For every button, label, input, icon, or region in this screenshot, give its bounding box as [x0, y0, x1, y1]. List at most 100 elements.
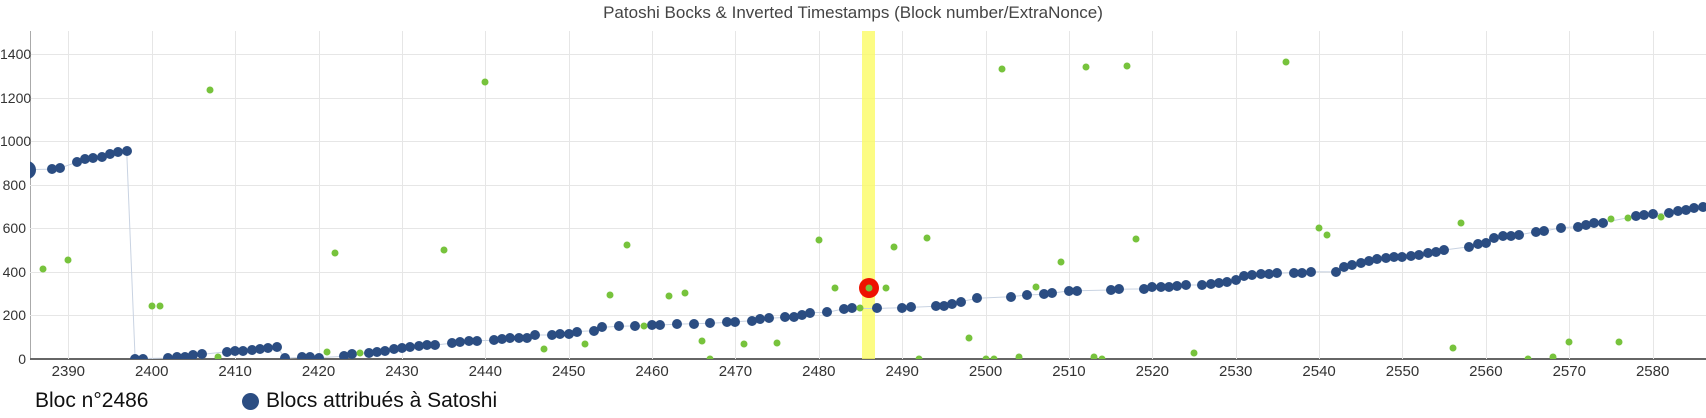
satoshi-block-point[interactable] — [1347, 259, 1358, 270]
satoshi-block-point[interactable] — [1530, 226, 1541, 237]
inverted-timestamp-point[interactable] — [356, 349, 364, 357]
satoshi-block-point[interactable] — [763, 313, 774, 324]
inverted-timestamp-point[interactable] — [156, 302, 164, 310]
inverted-timestamp-point[interactable] — [606, 291, 614, 299]
inverted-timestamp-point[interactable] — [640, 322, 648, 330]
inverted-timestamp-point[interactable] — [1190, 349, 1198, 357]
satoshi-block-point[interactable] — [1630, 211, 1641, 222]
satoshi-block-point[interactable] — [246, 345, 257, 356]
satoshi-block-point[interactable] — [305, 352, 316, 359]
inverted-timestamp-point[interactable] — [206, 86, 214, 94]
satoshi-block-point[interactable] — [1555, 222, 1566, 233]
satoshi-block-point[interactable] — [972, 293, 983, 304]
satoshi-block-point[interactable] — [280, 353, 291, 359]
inverted-timestamp-point[interactable] — [665, 292, 673, 300]
satoshi-block-point[interactable] — [1005, 291, 1016, 302]
legend-item-satoshi-blocks[interactable]: Blocs attribués à Satoshi — [242, 389, 497, 413]
satoshi-block-point[interactable] — [1155, 281, 1166, 292]
satoshi-block-point[interactable] — [363, 347, 374, 358]
satoshi-block-point[interactable] — [1389, 252, 1400, 263]
inverted-timestamp-point[interactable] — [64, 256, 72, 264]
satoshi-block-point[interactable] — [647, 320, 658, 331]
satoshi-block-point[interactable] — [513, 332, 524, 343]
satoshi-block-point[interactable] — [413, 341, 424, 352]
satoshi-block-point[interactable] — [655, 320, 666, 330]
satoshi-block-point[interactable] — [221, 346, 232, 357]
satoshi-block-point[interactable] — [1697, 202, 1706, 213]
satoshi-block-point[interactable] — [1022, 290, 1033, 300]
inverted-timestamp-point[interactable] — [1657, 213, 1665, 221]
inverted-timestamp-point[interactable] — [148, 302, 156, 310]
satoshi-block-point[interactable] — [163, 353, 174, 359]
satoshi-block-point[interactable] — [1422, 248, 1433, 259]
satoshi-block-point[interactable] — [905, 302, 916, 313]
satoshi-block-point[interactable] — [1272, 268, 1283, 279]
satoshi-block-point[interactable] — [780, 312, 791, 323]
inverted-timestamp-point[interactable] — [1624, 214, 1632, 222]
satoshi-block-point[interactable] — [388, 344, 399, 355]
satoshi-block-point[interactable] — [1672, 205, 1683, 216]
satoshi-block-point[interactable] — [897, 302, 908, 313]
satoshi-block-point[interactable] — [1380, 253, 1391, 264]
inverted-timestamp-point[interactable] — [1457, 219, 1465, 227]
satoshi-block-point[interactable] — [1305, 266, 1316, 277]
satoshi-block-point[interactable] — [630, 320, 641, 331]
inverted-timestamp-point[interactable] — [540, 345, 548, 353]
satoshi-block-point[interactable] — [1414, 249, 1425, 260]
satoshi-block-point[interactable] — [171, 352, 182, 359]
satoshi-block-point[interactable] — [1589, 218, 1600, 229]
satoshi-block-point[interactable] — [430, 340, 441, 351]
inverted-timestamp-point[interactable] — [815, 236, 823, 244]
satoshi-block-point[interactable] — [138, 353, 149, 359]
satoshi-block-point[interactable] — [546, 330, 557, 340]
satoshi-block-point[interactable] — [488, 335, 499, 346]
inverted-timestamp-point[interactable] — [1524, 355, 1532, 359]
inverted-timestamp-point[interactable] — [581, 340, 589, 348]
satoshi-block-point[interactable] — [705, 318, 716, 329]
satoshi-block-point[interactable] — [1264, 268, 1275, 279]
inverted-timestamp-point[interactable] — [214, 353, 222, 359]
satoshi-block-point[interactable] — [496, 334, 507, 345]
satoshi-block-point[interactable] — [80, 154, 91, 165]
inverted-timestamp-point[interactable] — [856, 304, 864, 312]
satoshi-block-point[interactable] — [88, 152, 99, 163]
satoshi-block-point[interactable] — [1580, 220, 1591, 231]
inverted-timestamp-point[interactable] — [440, 246, 448, 254]
satoshi-block-point[interactable] — [130, 353, 141, 359]
satoshi-block-point[interactable] — [238, 346, 249, 357]
satoshi-block-point[interactable] — [113, 147, 124, 158]
satoshi-block-point[interactable] — [1197, 279, 1208, 290]
satoshi-block-point[interactable] — [1597, 217, 1608, 228]
inverted-timestamp-point[interactable] — [39, 265, 47, 273]
satoshi-block-point[interactable] — [1489, 233, 1500, 244]
inverted-timestamp-point[interactable] — [915, 355, 923, 359]
satoshi-block-point[interactable] — [380, 345, 391, 356]
satoshi-block-point[interactable] — [1514, 229, 1525, 240]
inverted-timestamp-point[interactable] — [1549, 353, 1557, 359]
satoshi-block-point[interactable] — [346, 349, 357, 359]
inverted-timestamp-point[interactable] — [1032, 283, 1040, 291]
satoshi-block-point[interactable] — [1355, 258, 1366, 269]
inverted-timestamp-point[interactable] — [698, 337, 706, 345]
inverted-timestamp-point[interactable] — [1057, 258, 1065, 266]
inverted-timestamp-point[interactable] — [1449, 344, 1456, 352]
satoshi-block-point[interactable] — [455, 337, 466, 348]
satoshi-block-point[interactable] — [1639, 209, 1650, 220]
inverted-timestamp-point[interactable] — [1090, 353, 1098, 359]
satoshi-block-point[interactable] — [1664, 207, 1675, 218]
satoshi-block-point[interactable] — [588, 325, 599, 336]
satoshi-block-point[interactable] — [313, 352, 324, 359]
satoshi-block-point[interactable] — [722, 317, 733, 328]
satoshi-block-point[interactable] — [1572, 221, 1583, 232]
inverted-timestamp-point[interactable] — [331, 249, 339, 257]
satoshi-block-point[interactable] — [1339, 262, 1350, 273]
satoshi-block-point[interactable] — [1164, 282, 1174, 293]
satoshi-block-point[interactable] — [1072, 285, 1083, 296]
inverted-timestamp-point[interactable] — [740, 340, 748, 348]
satoshi-block-point[interactable] — [1180, 279, 1191, 290]
satoshi-block-point[interactable] — [1689, 203, 1700, 214]
satoshi-block-point[interactable] — [1464, 241, 1475, 252]
satoshi-block-point[interactable] — [1539, 226, 1550, 237]
inverted-timestamp-point[interactable] — [965, 334, 973, 342]
satoshi-block-point[interactable] — [672, 319, 683, 330]
